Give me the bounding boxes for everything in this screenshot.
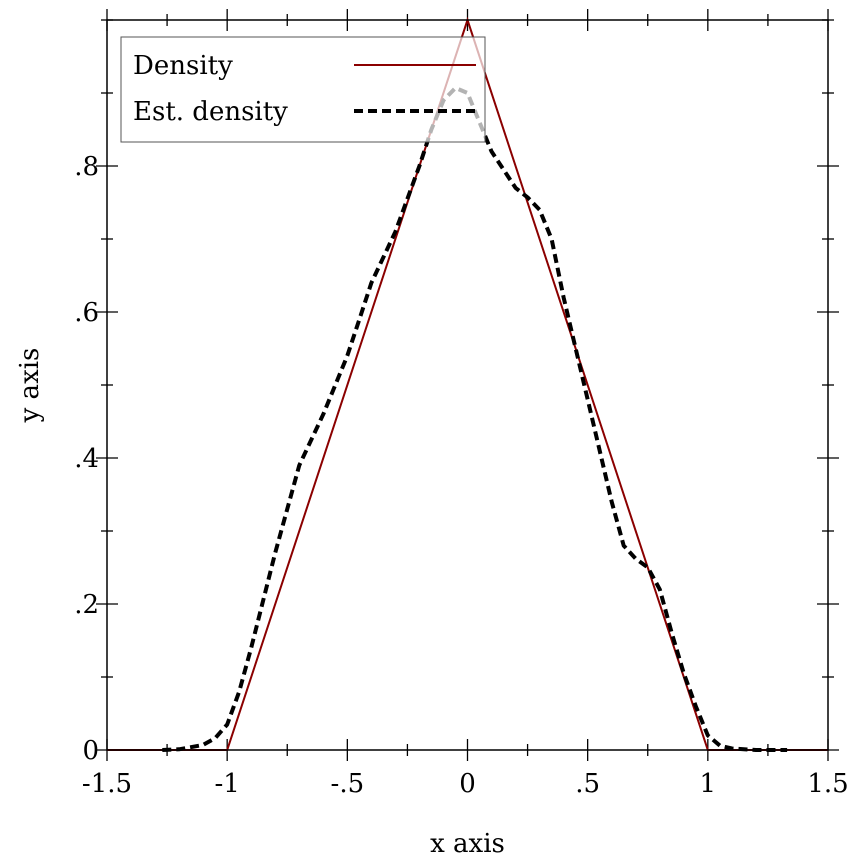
x-tick-label: -1.5 [82,769,132,799]
y-tick-label: .2 [74,590,99,620]
y-tick-label: .8 [74,152,99,182]
y-tick-label: .4 [74,444,99,474]
y-axis-label: y axis [15,348,45,424]
legend: Density Est. density [120,36,486,143]
x-tick-label: 1.5 [807,769,848,799]
x-tick-label: -.5 [331,769,365,799]
x-tick-label: .5 [575,769,600,799]
est-density-line [162,85,788,752]
tick-labels: -1.5 -1 -.5 0 .5 1 1.5 0 .2 .4 .6 .8 [74,152,848,799]
x-tick-label: 1 [700,769,717,799]
legend-label-density: Density [133,51,233,81]
x-axis-label: x axis [430,829,505,859]
y-tick-label: 0 [82,736,99,766]
x-tick-label: 0 [459,769,476,799]
x-tick-label: -1 [215,769,240,799]
legend-box [120,36,486,143]
legend-label-est-density: Est. density [133,97,288,127]
plot-frame [106,19,829,751]
y-tick-label: .6 [74,298,99,328]
